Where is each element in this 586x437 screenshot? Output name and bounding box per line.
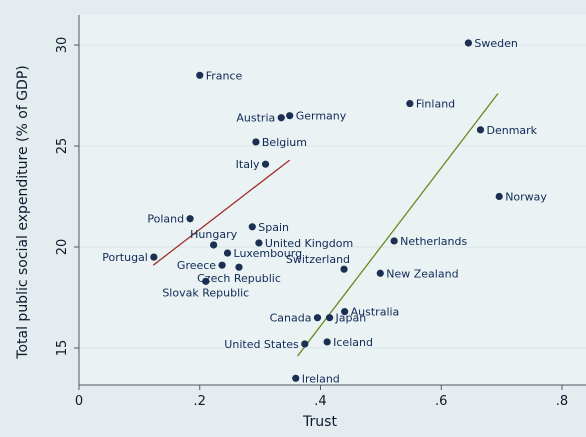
point-label: Portugal <box>102 251 148 264</box>
point-label: Czech Republic <box>197 272 281 285</box>
data-point <box>495 192 503 201</box>
x-tick-label: 0 <box>75 394 83 409</box>
data-point <box>464 39 473 47</box>
y-tick-label: 30 <box>55 37 70 54</box>
data-point <box>255 239 263 247</box>
data-point <box>476 126 485 134</box>
point-label: Canada <box>270 312 312 325</box>
data-point <box>235 263 243 271</box>
x-tick-label: .6 <box>435 394 447 409</box>
data-point <box>376 269 384 277</box>
point-label: Luxembourg <box>234 247 303 260</box>
fit-line <box>297 93 499 357</box>
grid-lines <box>79 44 586 349</box>
data-point <box>261 160 270 168</box>
point-label: Finland <box>416 98 455 111</box>
data-point <box>218 261 226 269</box>
point-label: Germany <box>296 110 347 123</box>
y-tick-label: 20 <box>55 239 70 256</box>
point-label: New Zealand <box>386 267 458 280</box>
x-tick-label: .2 <box>194 394 206 409</box>
data-point <box>292 374 300 382</box>
point-label: Austria <box>236 112 275 125</box>
fit-line <box>152 159 291 266</box>
point-label: Iceland <box>333 336 373 349</box>
data-point <box>252 138 260 146</box>
x-tick-label: .4 <box>314 394 326 409</box>
point-labels: Sweden France Finland Austria Germany Denmark… <box>102 37 547 385</box>
x-tick-label: .8 <box>556 394 568 409</box>
point-label: Greece <box>177 259 216 272</box>
data-point <box>202 277 210 285</box>
y-tick-label: 25 <box>55 138 70 155</box>
data-point <box>390 237 398 245</box>
data-point <box>223 249 232 257</box>
data-point <box>325 314 334 322</box>
point-label: Italy <box>236 158 260 171</box>
plot-area <box>79 15 586 385</box>
fit-lines <box>152 93 499 357</box>
data-point <box>341 308 349 316</box>
point-label: Poland <box>147 213 184 226</box>
point-label: France <box>206 69 243 82</box>
data-point <box>323 338 331 346</box>
data-point <box>196 71 204 79</box>
data-point <box>313 314 322 322</box>
point-label: Japan <box>335 312 367 325</box>
data-point <box>301 340 309 348</box>
data-point <box>286 112 294 120</box>
data-point <box>277 114 285 122</box>
point-label: United States <box>224 338 299 351</box>
scatter-points <box>150 39 503 382</box>
data-point <box>248 223 256 231</box>
point-label: Netherlands <box>400 235 467 248</box>
point-label: Norway <box>505 191 547 204</box>
point-label: Slovak Republic <box>162 286 249 299</box>
point-label: Hungary <box>190 228 237 241</box>
x-axis-title: Trust <box>302 414 337 430</box>
point-label: Belgium <box>262 136 307 149</box>
point-label: Ireland <box>302 372 340 385</box>
y-axis-title: Total public social expenditure (% of GD… <box>15 65 31 359</box>
data-point <box>186 215 194 223</box>
data-point <box>150 253 158 261</box>
data-point <box>340 265 348 273</box>
point-label: Switzerland <box>286 253 350 266</box>
y-tick-label: 15 <box>55 340 70 357</box>
point-label: United Kingdom <box>265 237 353 250</box>
point-label: Denmark <box>486 124 537 137</box>
axes: 15 20 25 30 0 .2 .4 .6 .8 <box>55 15 586 409</box>
data-point <box>210 241 218 249</box>
point-label: Australia <box>351 306 400 319</box>
point-label: Spain <box>258 221 289 234</box>
data-point <box>406 99 414 108</box>
point-label: Sweden <box>474 37 517 50</box>
